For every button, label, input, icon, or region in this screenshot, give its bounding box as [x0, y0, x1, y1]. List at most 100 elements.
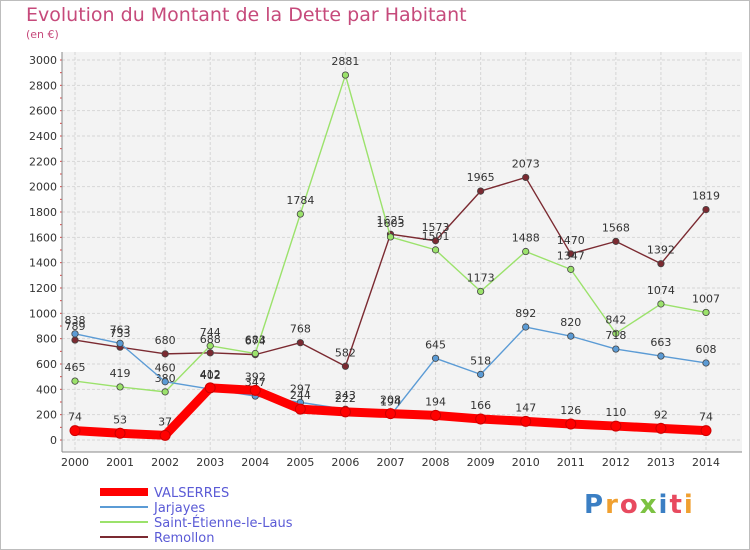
- data-label: 147: [515, 401, 536, 414]
- data-point: [161, 378, 169, 386]
- data-label: 1501: [422, 230, 450, 243]
- data-point: [612, 345, 620, 353]
- x-tick-label: 2008: [422, 456, 450, 469]
- data-point: [657, 260, 665, 268]
- data-point: [612, 329, 620, 337]
- data-label: 1819: [692, 190, 720, 203]
- legend: VALSERRESJarjayesSaint-Étienne-le-LausRe…: [100, 486, 293, 546]
- data-label: 419: [110, 367, 131, 380]
- data-label: 1470: [557, 234, 585, 247]
- data-point: [71, 377, 79, 385]
- data-point: [477, 187, 485, 195]
- data-label: 683: [245, 333, 266, 346]
- data-label: 74: [68, 411, 82, 424]
- data-label: 1074: [647, 284, 675, 297]
- data-label: 465: [65, 361, 86, 374]
- data-point: [702, 205, 710, 214]
- data-point: [386, 233, 395, 241]
- data-label: 412: [200, 368, 221, 381]
- x-tick-label: 2001: [106, 456, 134, 469]
- x-tick-label: 2005: [286, 456, 314, 469]
- data-label: 842: [605, 313, 626, 326]
- y-tick-label: 2600: [29, 105, 57, 118]
- data-label: 244: [290, 389, 311, 402]
- y-tick-label: 3000: [29, 54, 57, 67]
- data-label: 1007: [692, 292, 720, 305]
- data-point: [522, 323, 530, 331]
- data-point: [385, 408, 396, 420]
- data-point: [702, 308, 710, 317]
- x-tick-label: 2011: [557, 456, 585, 469]
- data-point: [565, 418, 577, 430]
- y-tick-label: 800: [36, 333, 57, 346]
- x-tick-label: 2010: [512, 456, 540, 469]
- data-label: 1568: [602, 221, 630, 234]
- data-label: 1784: [286, 194, 314, 207]
- data-point: [161, 388, 169, 396]
- data-point: [522, 247, 530, 256]
- data-label: 1573: [422, 221, 450, 234]
- chart-subtitle: (en €): [26, 28, 59, 41]
- data-label: 608: [696, 343, 717, 356]
- data-point: [251, 349, 259, 358]
- data-label: 820: [560, 316, 581, 329]
- y-tick-label: 2800: [29, 79, 57, 92]
- x-tick-label: 2000: [61, 456, 89, 469]
- y-tick-label: 0: [50, 434, 57, 447]
- x-tick-label: 2012: [602, 456, 630, 469]
- data-point: [341, 71, 350, 79]
- y-tick-label: 1600: [29, 231, 57, 244]
- logo-letter: x: [639, 490, 659, 520]
- y-tick-label: 1400: [29, 257, 57, 270]
- data-label: 582: [335, 346, 356, 359]
- data-point: [294, 403, 306, 415]
- data-point: [655, 422, 667, 434]
- legend-label: VALSERRES: [154, 486, 229, 501]
- chart-title: Evolution du Montant de la Dette par Hab…: [26, 4, 467, 26]
- data-label: 110: [605, 406, 626, 419]
- legend-label: Jarjayes: [153, 501, 205, 516]
- logo-letter: P: [584, 490, 606, 520]
- data-point: [249, 384, 261, 396]
- x-tick-label: 2014: [692, 456, 720, 469]
- logo-letter: i: [658, 490, 670, 520]
- logo-letter: i: [683, 490, 695, 520]
- data-label: 243: [335, 389, 356, 402]
- data-label: 126: [560, 404, 581, 417]
- data-point: [522, 173, 530, 182]
- data-label: 53: [113, 413, 127, 426]
- legend-label: Remollon: [154, 531, 214, 546]
- data-point: [161, 350, 169, 358]
- data-point: [206, 342, 214, 350]
- data-label: 1488: [512, 232, 540, 245]
- data-label: 208: [380, 394, 401, 407]
- data-point: [69, 425, 81, 437]
- y-tick-label: 2200: [29, 155, 57, 168]
- data-label: 2073: [512, 157, 540, 170]
- data-label: 892: [515, 307, 536, 320]
- data-point: [657, 300, 665, 308]
- data-point: [159, 429, 171, 441]
- data-label: 297: [290, 382, 311, 395]
- data-label: 789: [65, 320, 86, 333]
- data-point: [296, 210, 304, 218]
- data-label: 1392: [647, 244, 675, 257]
- data-point: [567, 332, 575, 340]
- series-saint-tienne-le-laus: 4654193807446831784288116031501117314881…: [65, 55, 720, 396]
- data-point: [567, 265, 575, 273]
- data-point: [567, 250, 575, 258]
- data-point: [206, 349, 214, 357]
- data-label: 763: [110, 323, 131, 336]
- legend-label: Saint-Étienne-le-Laus: [154, 515, 293, 531]
- y-tick-label: 1800: [29, 206, 57, 219]
- data-label: 1965: [467, 171, 495, 184]
- data-point: [657, 352, 665, 360]
- data-label: 680: [155, 334, 176, 347]
- x-tick-label: 2009: [467, 456, 495, 469]
- data-label: 402: [200, 369, 221, 382]
- data-point: [204, 382, 216, 394]
- data-label: 37: [158, 415, 172, 428]
- data-point: [431, 246, 440, 254]
